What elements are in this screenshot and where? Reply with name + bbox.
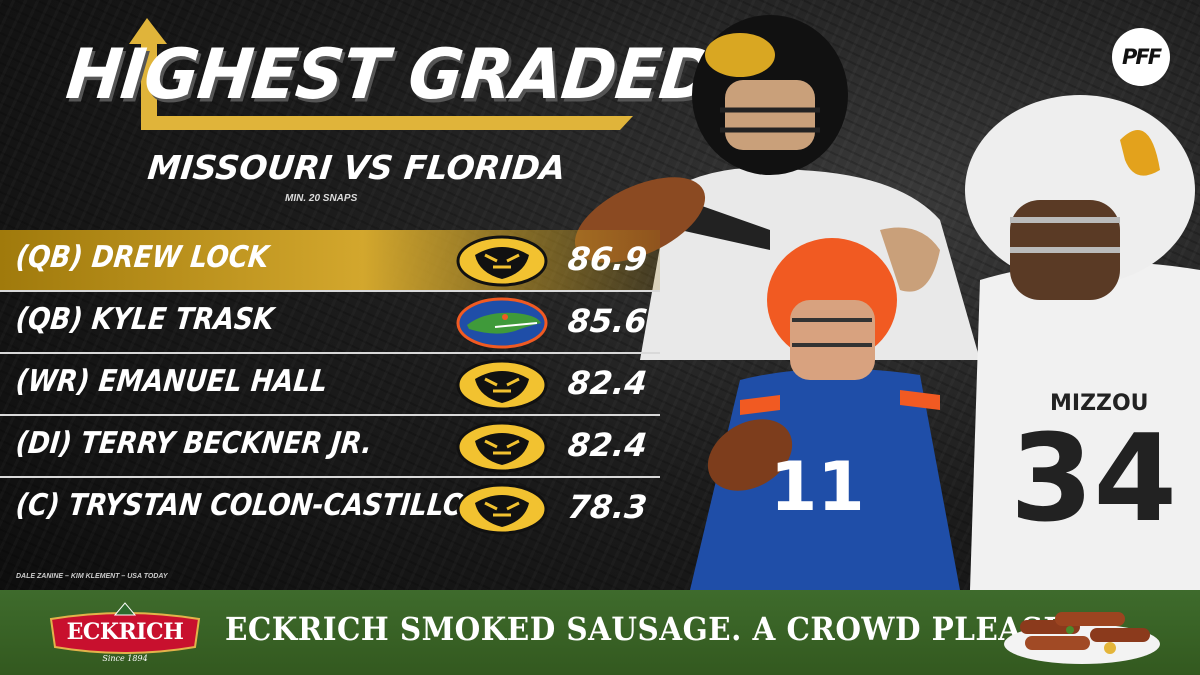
pff-logo: PFF (1112, 28, 1170, 86)
ranking-row-5: (C) TRYSTAN COLON-CASTILLO 78.3 (0, 478, 660, 540)
player-grade: 78.3 (566, 488, 649, 526)
player-grade: 86.9 (566, 240, 649, 278)
photo-credit: DALE ZANINE – KIM KLEMENT – USA TODAY (16, 573, 168, 580)
player-label: (QB) KYLE TRASK (14, 302, 276, 337)
player-photos: MIZZOU 34 11 (574, 15, 1200, 590)
ranking-row-2: (QB) KYLE TRASK 85.6 (0, 292, 660, 354)
snap-requirement: MIN. 20 SNAPS (285, 193, 358, 204)
player-label: (WR) EMANUEL HALL (14, 364, 330, 399)
missouri-tiger-icon (456, 359, 548, 411)
svg-text:34: 34 (1010, 410, 1177, 549)
player-label: (DI) TERRY BECKNER JR. (14, 426, 374, 461)
player-photo-mizzou-34: MIZZOU 34 (965, 95, 1200, 590)
ranking-table: (QB) DREW LOCK 86.9 (QB) KYLE TRASK 85.6… (0, 230, 660, 540)
svg-text:MIZZOU: MIZZOU (1050, 391, 1149, 416)
eckrich-since: Since 1894 (102, 654, 148, 663)
player-grade: 85.6 (566, 302, 649, 340)
eckrich-brand-name: ECKRICH (66, 619, 184, 645)
eckrich-logo: ECKRICH Since 1894 (45, 597, 205, 671)
player-photo-qb-florida: 11 (690, 238, 960, 590)
player-label: (QB) DREW LOCK (14, 240, 271, 275)
player-grade: 82.4 (566, 364, 649, 402)
eckrich-shield-icon (49, 602, 201, 654)
ranking-row-1: (QB) DREW LOCK 86.9 (0, 230, 660, 292)
matchup-subtitle: MISSOURI VS FLORIDA (145, 148, 568, 187)
player-grade: 82.4 (566, 426, 649, 464)
missouri-tiger-icon (456, 235, 548, 287)
ranking-row-4: (DI) TERRY BECKNER JR. 82.4 (0, 416, 660, 478)
ranking-row-3: (WR) EMANUEL HALL 82.4 (0, 354, 660, 416)
florida-gator-icon (456, 297, 548, 349)
missouri-tiger-icon (456, 421, 548, 473)
sausage-plate-image (1004, 612, 1160, 664)
title-block: HIGHEST GRADED (55, 8, 718, 148)
player-label: (C) TRYSTAN COLON-CASTILLO (14, 488, 468, 523)
gold-arrow-icon (129, 18, 633, 130)
svg-text:11: 11 (770, 448, 865, 527)
missouri-tiger-icon (456, 483, 548, 535)
sponsor-tagline: ECKRICH SMOKED SAUSAGE. A CROWD PLEASER. (225, 610, 1102, 648)
sponsor-banner: ECKRICH SMOKED SAUSAGE. A CROWD PLEASER. (0, 590, 1200, 675)
